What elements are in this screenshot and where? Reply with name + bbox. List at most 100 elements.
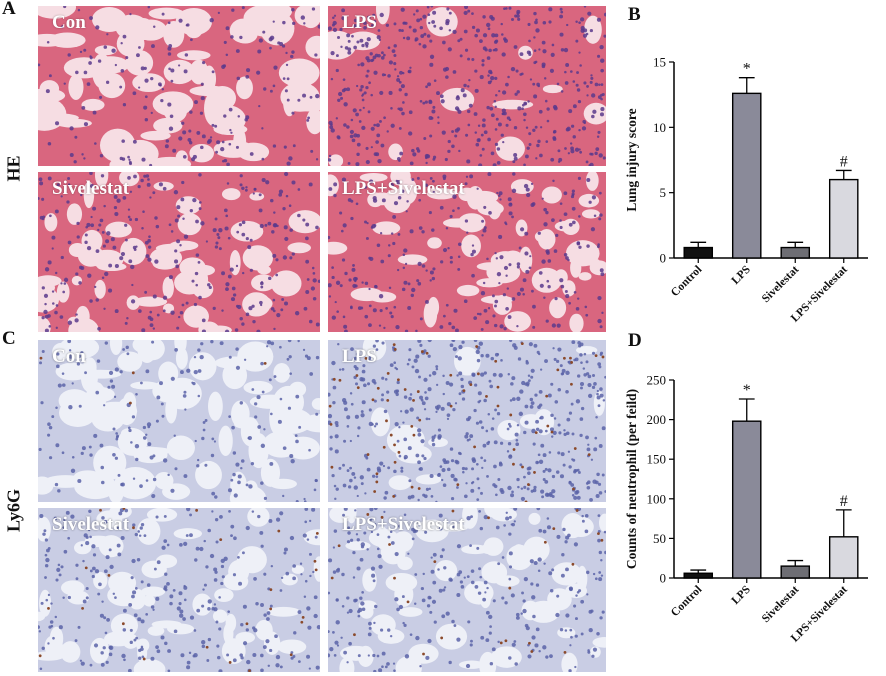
nucleus bbox=[47, 546, 51, 550]
nucleus bbox=[174, 348, 178, 352]
nucleus bbox=[497, 477, 501, 481]
nucleus bbox=[128, 158, 131, 161]
nucleus bbox=[251, 304, 255, 308]
nucleus bbox=[395, 392, 399, 397]
nucleus bbox=[482, 281, 486, 285]
nucleus bbox=[486, 441, 490, 446]
nucleus bbox=[450, 459, 455, 463]
nucleus bbox=[591, 351, 596, 355]
nucleus bbox=[127, 176, 131, 180]
nucleus bbox=[134, 587, 138, 590]
alveolar-space bbox=[236, 76, 253, 100]
positive-cell bbox=[313, 559, 317, 563]
nucleus bbox=[481, 219, 485, 223]
nucleus bbox=[335, 598, 339, 602]
nucleus bbox=[177, 64, 181, 67]
nucleus bbox=[265, 180, 270, 185]
nucleus bbox=[531, 635, 536, 640]
alveolar-space bbox=[80, 362, 98, 393]
nucleus bbox=[133, 174, 137, 179]
nucleus bbox=[341, 605, 345, 608]
nucleus bbox=[461, 340, 465, 344]
nucleus bbox=[202, 421, 206, 424]
nucleus bbox=[92, 110, 97, 115]
nucleus bbox=[124, 223, 128, 227]
nucleus bbox=[590, 76, 594, 80]
nucleus bbox=[330, 51, 335, 56]
nucleus bbox=[482, 443, 487, 448]
nucleus bbox=[207, 599, 212, 604]
nucleus bbox=[407, 69, 412, 74]
nucleus bbox=[597, 529, 601, 533]
nucleus bbox=[251, 510, 255, 513]
alveolar-space bbox=[303, 529, 320, 546]
nucleus bbox=[279, 397, 283, 401]
nucleus bbox=[436, 91, 440, 96]
nucleus bbox=[507, 75, 510, 79]
nucleus bbox=[587, 11, 592, 16]
nucleus bbox=[54, 615, 58, 619]
nucleus bbox=[131, 415, 136, 419]
nucleus bbox=[86, 246, 92, 251]
nucleus bbox=[544, 479, 549, 484]
nucleus bbox=[353, 45, 357, 50]
nucleus bbox=[451, 130, 455, 133]
nucleus bbox=[260, 603, 264, 607]
positive-cell bbox=[550, 430, 554, 434]
nucleus bbox=[487, 74, 490, 77]
nucleus bbox=[99, 218, 104, 223]
nucleus bbox=[42, 532, 46, 536]
nucleus bbox=[213, 440, 217, 443]
nucleus bbox=[519, 389, 524, 394]
nucleus bbox=[534, 393, 538, 397]
nucleus bbox=[494, 33, 499, 38]
alveolar-space bbox=[146, 508, 178, 522]
nucleus bbox=[116, 543, 121, 548]
nucleus bbox=[431, 435, 436, 440]
nucleus bbox=[579, 17, 585, 22]
nucleus bbox=[413, 13, 416, 16]
nucleus bbox=[372, 308, 377, 313]
nucleus bbox=[454, 355, 459, 359]
nucleus bbox=[119, 256, 124, 261]
micrograph-label: Con bbox=[52, 346, 86, 367]
nucleus bbox=[400, 84, 405, 89]
nucleus bbox=[554, 400, 559, 404]
alveolar-space bbox=[153, 181, 174, 191]
nucleus bbox=[274, 634, 278, 639]
nucleus bbox=[56, 352, 60, 356]
nucleus bbox=[556, 82, 560, 86]
nucleus bbox=[437, 434, 442, 439]
alveolar-space bbox=[84, 535, 113, 548]
nucleus bbox=[423, 408, 427, 411]
nucleus bbox=[587, 374, 592, 379]
nucleus bbox=[220, 147, 225, 152]
nucleus bbox=[105, 555, 110, 560]
alveolar-space bbox=[68, 242, 87, 258]
nucleus bbox=[439, 205, 444, 210]
nucleus bbox=[268, 276, 272, 281]
alveolar-space bbox=[66, 203, 83, 225]
nucleus bbox=[94, 569, 100, 574]
nucleus bbox=[121, 139, 125, 143]
nucleus bbox=[193, 369, 198, 375]
nucleus bbox=[262, 30, 266, 34]
nucleus bbox=[127, 668, 132, 672]
nucleus bbox=[341, 177, 347, 182]
nucleus bbox=[448, 11, 452, 15]
nucleus bbox=[63, 82, 66, 85]
nucleus bbox=[403, 454, 408, 460]
nucleus bbox=[245, 483, 249, 487]
nucleus bbox=[44, 328, 49, 332]
nucleus bbox=[560, 284, 565, 289]
nucleus bbox=[95, 249, 100, 254]
nucleus bbox=[416, 279, 420, 283]
nucleus bbox=[397, 196, 402, 200]
nucleus bbox=[514, 14, 518, 18]
nucleus bbox=[485, 610, 490, 615]
nucleus bbox=[62, 290, 66, 294]
bar-lps-sivelestat bbox=[828, 178, 859, 259]
nucleus bbox=[349, 129, 354, 135]
nucleus bbox=[561, 368, 566, 373]
nucleus bbox=[266, 340, 272, 345]
